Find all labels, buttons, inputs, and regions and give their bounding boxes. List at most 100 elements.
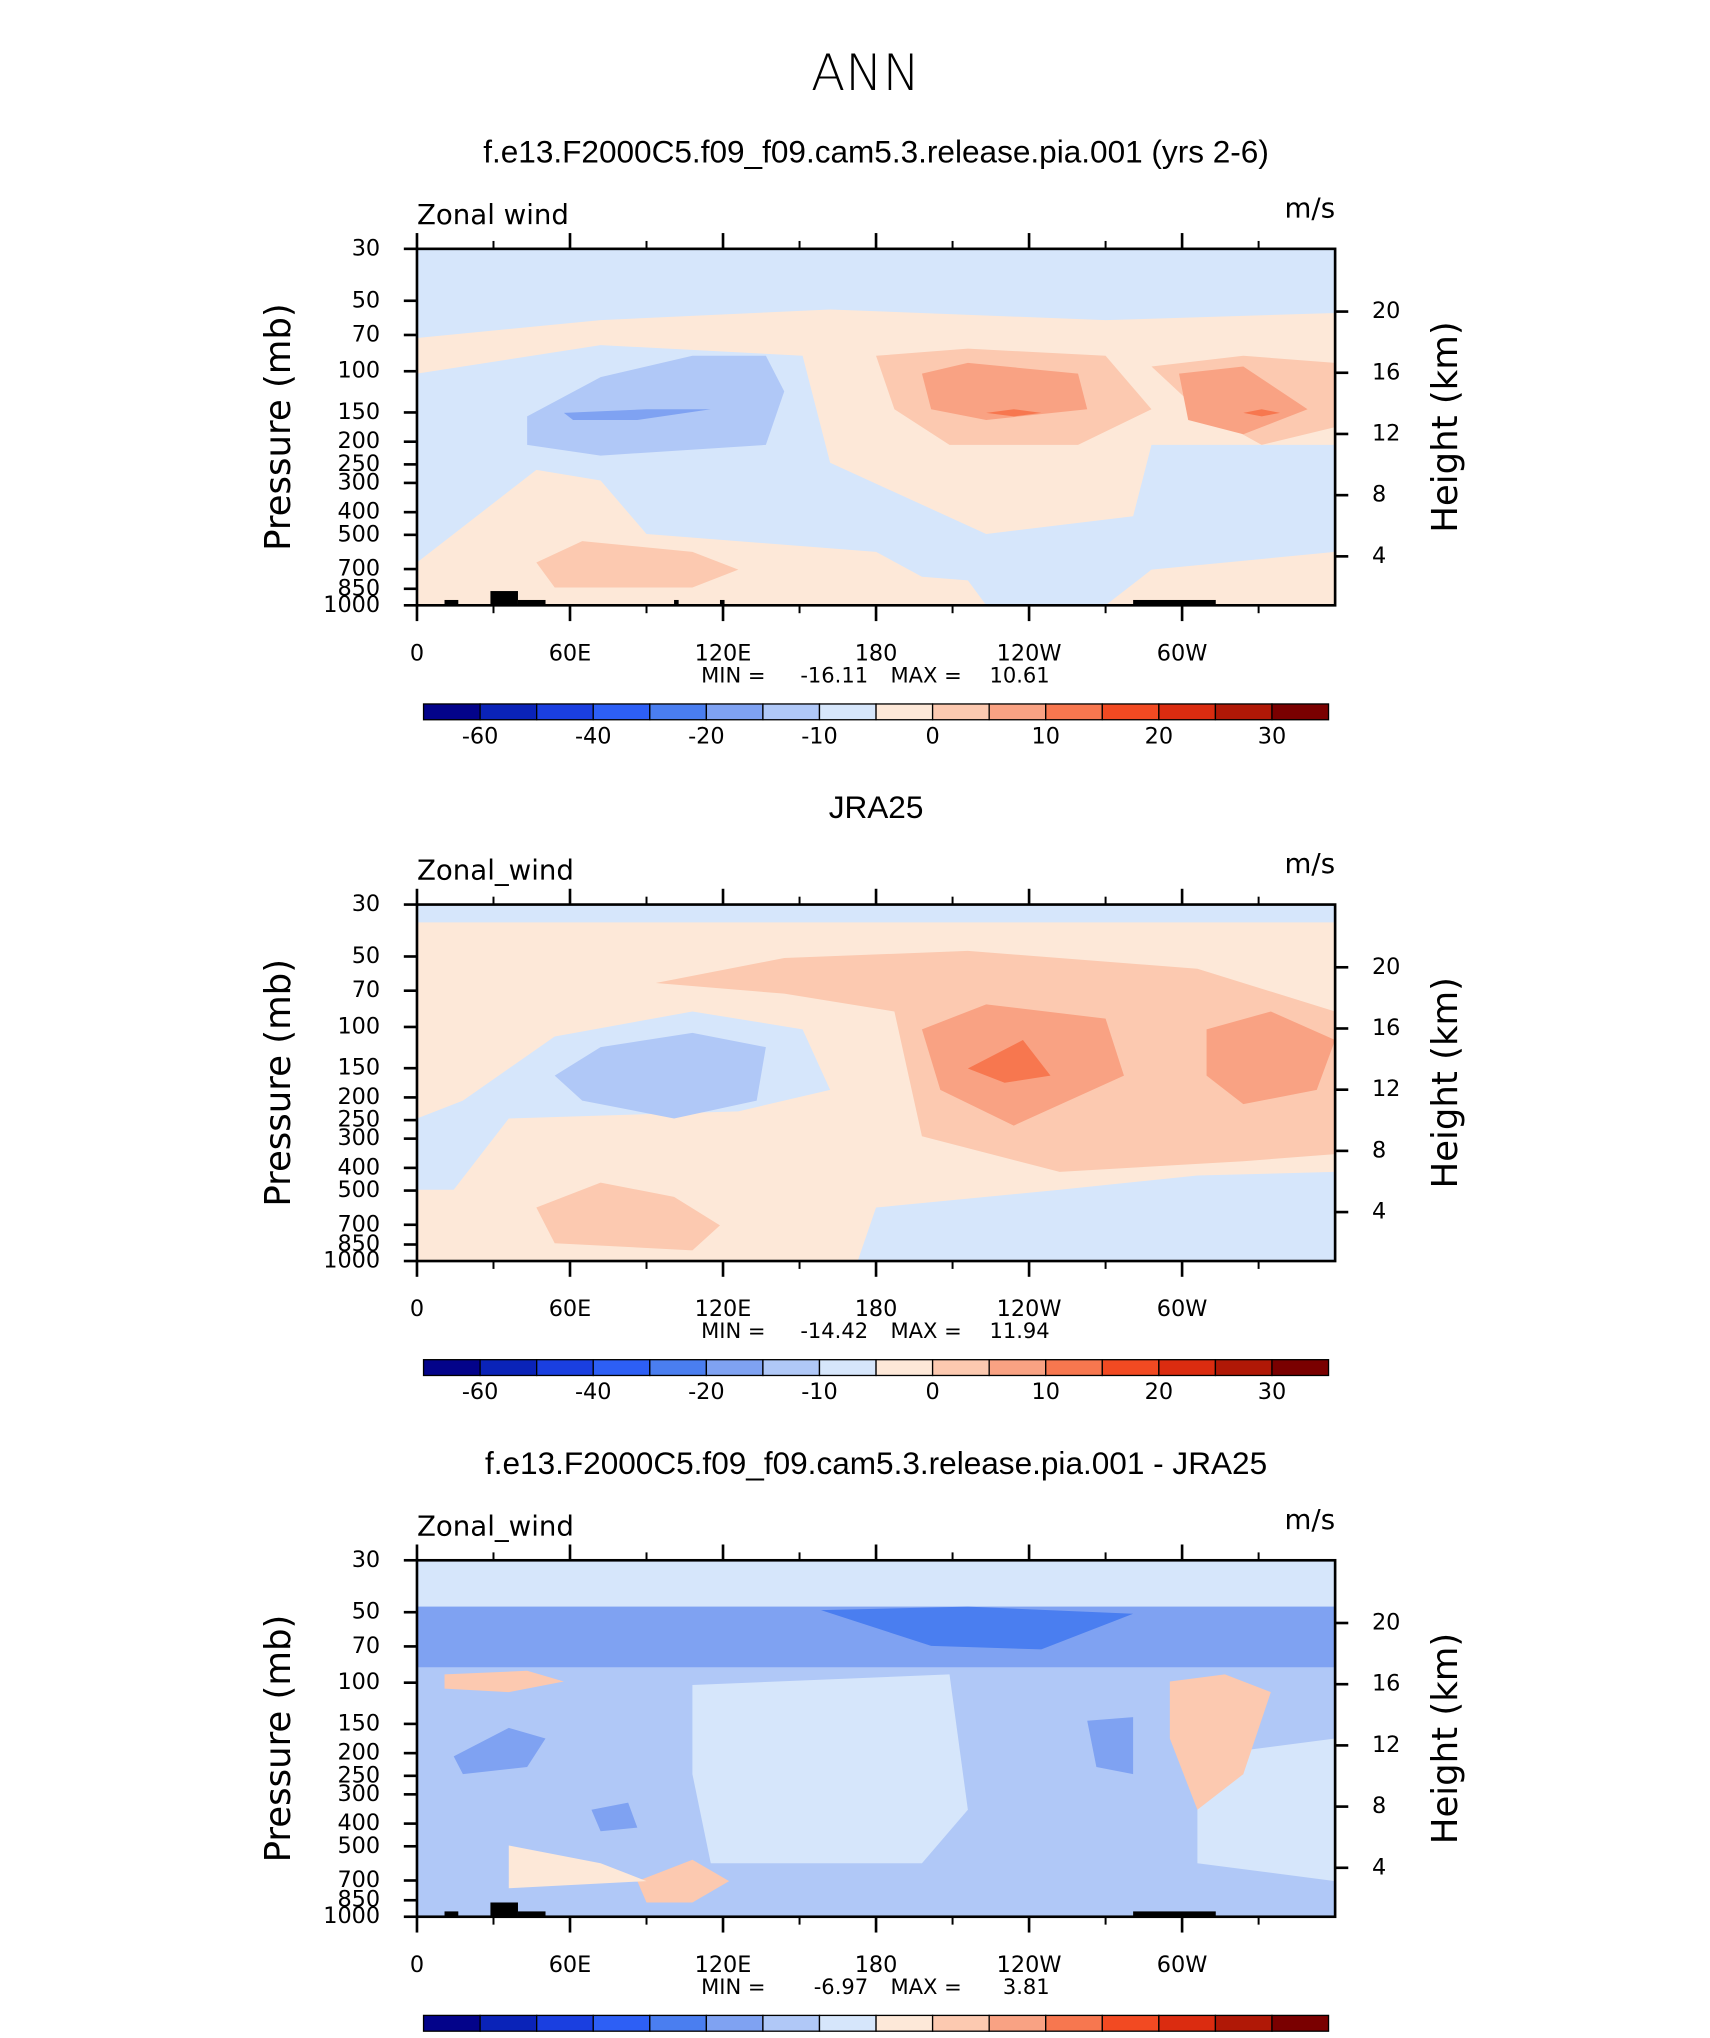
contour-fill: [416, 1560, 1336, 1607]
colorbar-box: [479, 1359, 538, 1377]
colorbar-label: -20: [688, 1379, 725, 1405]
panel-title: f.e13.F2000C5.f09_f09.cam5.3.release.pia…: [483, 133, 1269, 169]
y-tick-label: 400: [337, 1810, 380, 1836]
contour-fill: [967, 1040, 1051, 1083]
colorbar-label: 30: [1258, 723, 1286, 749]
colorbar-box: [422, 2014, 481, 2032]
colorbar-label: 9: [1095, 2035, 1109, 2038]
colorbar-box: [818, 2014, 877, 2032]
x-tick-label: 120W: [997, 1296, 1062, 1322]
colorbar-box: [1045, 1359, 1103, 1377]
colorbar-box: [1271, 1359, 1330, 1377]
contour-fill: [453, 1727, 546, 1775]
colorbar-box: [1271, 703, 1330, 721]
y2-tick-label: 8: [1372, 1793, 1386, 1819]
y-tick-label: 100: [337, 358, 380, 384]
contour-fill: [1179, 366, 1308, 435]
max-value: 3.81: [1003, 1974, 1050, 1999]
x-tick-label: 0: [410, 640, 424, 666]
colorbar-box: [988, 2014, 1047, 2032]
units-label: m/s: [1285, 191, 1336, 224]
colorbar-box: [592, 1359, 651, 1377]
colorbar-label: -3: [752, 2035, 774, 2038]
colorbar-label: 30: [1258, 1379, 1286, 1405]
contour-fill: [536, 541, 739, 588]
colorbar-box: [705, 703, 764, 721]
topography: [444, 599, 459, 606]
y-tick-label: 150: [337, 399, 380, 425]
colorbar-box: [649, 703, 708, 721]
colorbar-label: 1: [925, 2035, 939, 2038]
x-tick-label: 120E: [695, 1296, 752, 1322]
x-tick-label: 60E: [549, 1296, 592, 1322]
y-tick-label: 200: [337, 1740, 380, 1766]
x-tick-label: 60E: [549, 640, 592, 666]
y-tick-label: 50: [352, 287, 380, 313]
y-tick-label: 70: [352, 321, 380, 347]
variable-label: Zonal_wind: [417, 854, 574, 887]
colorbar-label: 20: [1145, 1379, 1173, 1405]
y-tick-label: 700: [337, 1867, 380, 1893]
x-tick-label: 60W: [1157, 1952, 1208, 1978]
page-title: ANN: [811, 44, 920, 102]
colorbar-box: [1158, 2014, 1217, 2032]
contour-fill: [637, 1859, 730, 1903]
colorbar-box: [479, 2014, 538, 2032]
y-tick-label: 70: [352, 1633, 380, 1659]
colorbar-box: [1158, 703, 1217, 721]
topography: [1133, 1911, 1216, 1917]
y-tick-label: 500: [337, 1833, 380, 1859]
y-tick-label: 30: [352, 891, 380, 917]
min-label: MIN =: [701, 1974, 765, 1999]
y-tick-label: 150: [337, 1710, 380, 1736]
colorbar-box: [1101, 703, 1160, 721]
colorbar-label: -18: [462, 2035, 499, 2038]
colorbar-label: 0: [925, 1379, 939, 1405]
colorbar-box: [818, 1359, 877, 1377]
colorbar-label: -12: [575, 2035, 612, 2038]
y2-tick-label: 12: [1372, 1076, 1400, 1102]
colorbar-box: [705, 1359, 764, 1377]
colorbar-box: [931, 703, 990, 721]
colorbar-box: [988, 703, 1047, 721]
contour-fill: [986, 409, 1042, 417]
colorbar-box: [762, 1359, 821, 1377]
colorbar-box: [875, 703, 934, 721]
contour-fill: [591, 1802, 638, 1832]
max-value: 10.61: [989, 662, 1049, 687]
contour-fill: [554, 1032, 766, 1119]
colorbar-label: 12: [1145, 2035, 1173, 2038]
colorbar-box: [762, 703, 821, 721]
x-tick-label: 0: [410, 1296, 424, 1322]
x-tick-label: 180: [855, 1296, 898, 1322]
y2-tick-label: 20: [1372, 298, 1400, 324]
y2-tick-label: 20: [1372, 1610, 1400, 1636]
y-tick-label: 700: [337, 556, 380, 582]
y2-tick-label: 8: [1372, 482, 1386, 508]
colorbar-label: -15: [518, 2035, 555, 2038]
contour-fill: [1087, 1717, 1134, 1775]
y-tick-label: 500: [337, 521, 380, 547]
colorbar-box: [1214, 2014, 1273, 2032]
contour-fill: [857, 1171, 1336, 1262]
panel-title: f.e13.F2000C5.f09_f09.cam5.3.release.pia…: [485, 1445, 1267, 1481]
variable-label: Zonal wind: [417, 198, 569, 231]
y-tick-label: 700: [337, 1211, 380, 1237]
colorbar-box: [536, 2014, 594, 2032]
topography: [1133, 599, 1216, 606]
colorbar-label: 10: [1032, 1379, 1060, 1405]
topography: [719, 599, 725, 606]
y-tick-label: 300: [337, 1781, 380, 1807]
contour-fill: [508, 1845, 647, 1889]
topography: [674, 599, 679, 606]
colorbar-label: 20: [1145, 723, 1173, 749]
colorbar-label: -10: [801, 723, 838, 749]
y2-tick-label: 20: [1372, 954, 1400, 980]
colorbar-label: -40: [575, 1379, 612, 1405]
colorbar-box: [875, 2014, 934, 2032]
y-tick-label: 850: [337, 575, 380, 601]
y2-tick-label: 4: [1372, 543, 1386, 569]
colorbar-box: [1271, 2014, 1330, 2032]
y-axis-label: Pressure (mb): [258, 303, 299, 551]
colorbar-box: [479, 703, 538, 721]
